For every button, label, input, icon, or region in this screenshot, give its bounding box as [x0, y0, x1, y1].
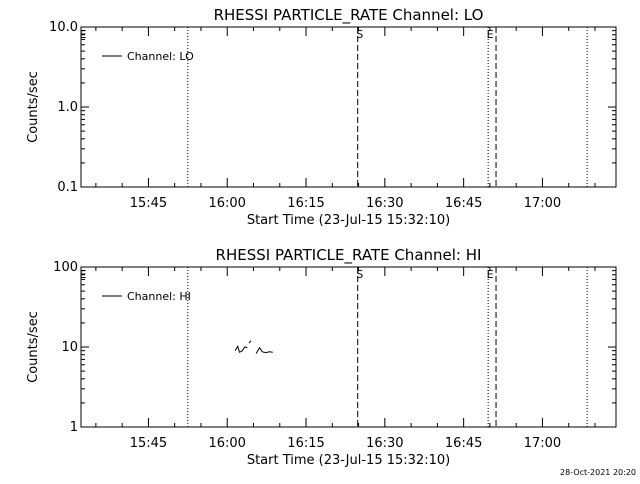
panel2-y-axis-label: Counts/sec: [26, 311, 41, 383]
panel2-x-tick-label: 16:45: [445, 436, 482, 451]
panel2-series-line: [255, 346, 273, 354]
panel1-x-tick-label: 17:00: [524, 196, 561, 211]
panel2-x-tick-label: 16:00: [208, 436, 245, 451]
panel2-marker-label: E: [487, 268, 494, 281]
panel2-y-tick-label: 100: [53, 260, 78, 275]
footer-timestamp: 28-Oct-2021 20:20: [560, 468, 636, 477]
panel1-y-tick-label: 1.0: [57, 100, 78, 115]
panel1-x-tick-label: 16:30: [366, 196, 403, 211]
panel2-series-line: [234, 345, 248, 353]
panel2-x-tick-label: 17:00: [524, 436, 561, 451]
panel2-y-tick-label: 1: [70, 420, 78, 435]
panel2-x-tick-label: 15:45: [130, 436, 167, 451]
panel2-x-axis-label: Start Time (23-Jul-15 15:32:10): [247, 453, 450, 468]
panel1-marker-label: E: [80, 28, 87, 41]
panel1-title: RHESSI PARTICLE_RATE Channel: LO: [214, 6, 484, 25]
panel2-x-tick-label: 16:15: [287, 436, 324, 451]
panel1-marker-label: S: [356, 28, 363, 41]
panel2-marker-label: S: [356, 268, 363, 281]
panel1-y-axis-label: Counts/sec: [26, 71, 41, 143]
panel1-x-axis-label: Start Time (23-Jul-15 15:32:10): [247, 213, 450, 228]
panel2-y-tick-label: 10: [61, 340, 78, 355]
panel1-marker-label: E: [487, 28, 494, 41]
panel1-x-tick-label: 15:45: [130, 196, 167, 211]
panel1-legend-label: Channel: LO: [127, 50, 194, 63]
panel2-marker-label: E: [80, 268, 87, 281]
panel2-legend-label: Channel: HI: [127, 290, 191, 303]
panel2-series-line: [248, 340, 252, 344]
panel1-y-tick-label: 0.1: [57, 180, 78, 195]
panel1-x-tick-label: 16:00: [208, 196, 245, 211]
panel1-x-tick-label: 16:15: [287, 196, 324, 211]
panel2-x-tick-label: 16:30: [366, 436, 403, 451]
panel1-y-tick-label: 10.0: [49, 20, 78, 35]
panel1-x-tick-label: 16:45: [445, 196, 482, 211]
panel2-title: RHESSI PARTICLE_RATE Channel: HI: [216, 246, 482, 265]
